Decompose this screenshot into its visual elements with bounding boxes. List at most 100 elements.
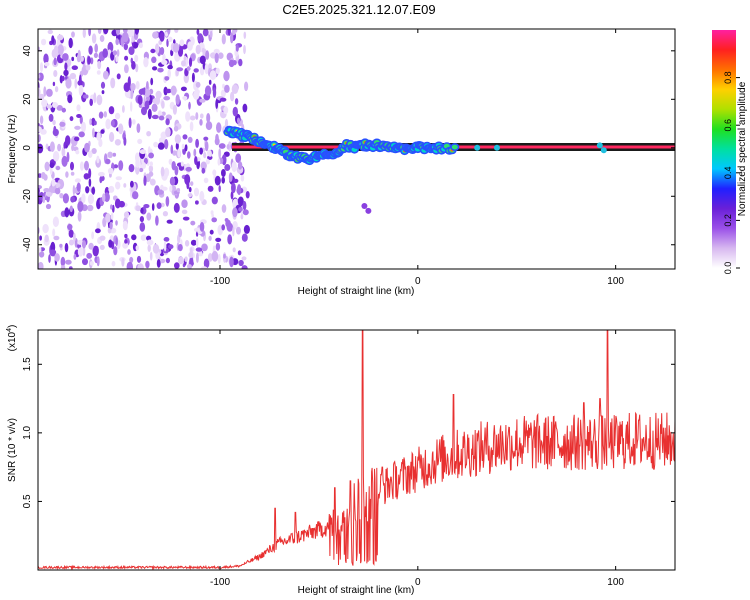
noise-blob (70, 171, 75, 176)
noise-blob (218, 143, 226, 149)
noise-blob (105, 118, 111, 130)
noise-blob (44, 234, 49, 243)
noise-blob (64, 207, 70, 218)
y-tick-label: 40 (22, 45, 33, 57)
noise-blob (173, 202, 180, 213)
noise-blob (127, 249, 131, 255)
noise-blob (172, 150, 177, 156)
colorbar: 0.0 0.2 0.4 0.6 0.8 Normalized spectral ampl… (712, 30, 748, 274)
noise-blob (38, 93, 45, 101)
noise-blob (49, 165, 53, 175)
noise-blob (199, 222, 205, 232)
noise-blob (184, 240, 190, 247)
noise-blob (157, 67, 164, 73)
noise-blob (241, 265, 248, 269)
noise-blob (61, 75, 65, 82)
noise-blob (184, 174, 191, 185)
noise-blob (180, 161, 184, 167)
noise-blob (137, 263, 144, 269)
noise-blob (123, 211, 130, 219)
noise-blob (199, 98, 206, 103)
noise-blob (105, 158, 111, 165)
noise-blob (232, 226, 235, 237)
spectrogram-y-ticks: 40 20 0 -20 -40 (22, 45, 675, 252)
noise-blob (116, 49, 120, 57)
noise-blob (167, 36, 173, 42)
noise-blob (217, 158, 221, 166)
noise-blob (221, 169, 226, 177)
noise-blob (186, 264, 192, 269)
noise-blob (84, 142, 90, 153)
noise-blob (99, 235, 106, 241)
noise-blob (113, 246, 118, 256)
noise-blob (61, 155, 68, 167)
noise-blob (150, 48, 156, 54)
noise-blob (243, 31, 247, 39)
noise-blob (240, 214, 244, 220)
noise-blob (169, 176, 176, 186)
noise-blob (193, 187, 200, 197)
noise-blob (232, 207, 238, 218)
noise-blob (60, 265, 66, 269)
noise-blob (163, 241, 167, 252)
noise-blob (77, 247, 84, 257)
noise-blob (50, 252, 56, 257)
noise-blob (200, 113, 204, 119)
y-tick-label: -20 (22, 189, 33, 204)
noise-blob (202, 29, 209, 37)
noise-blob (207, 149, 212, 157)
noise-blob (103, 192, 110, 203)
noise-blob (231, 161, 237, 173)
noise-blob (230, 32, 234, 44)
noise-blob (146, 81, 149, 91)
colorbar-tick-label: 0.2 (723, 214, 733, 227)
noise-blob (203, 136, 209, 141)
noise-blob (51, 178, 56, 187)
noise-blob (81, 240, 87, 249)
noise-blob (128, 164, 135, 173)
noise-blob (174, 134, 182, 144)
noise-blob (201, 243, 208, 252)
noise-blob (186, 66, 191, 71)
noise-blob (175, 94, 180, 105)
noise-blob (90, 57, 94, 65)
x-tick-label: 100 (607, 577, 624, 588)
noise-blob (114, 198, 121, 209)
noise-blob (214, 52, 219, 64)
noise-blob (108, 239, 113, 248)
noise-blob (39, 235, 42, 241)
noise-blob (62, 53, 69, 61)
noise-blob (173, 125, 179, 132)
noise-blob (148, 165, 154, 173)
noise-blob (57, 34, 64, 41)
noise-blob (157, 189, 164, 195)
noise-blob (224, 164, 231, 171)
noise-blob (46, 191, 53, 197)
noise-blob (164, 31, 169, 37)
y-tick-label: 1.5 (22, 357, 33, 371)
noise-blob (49, 141, 55, 152)
noise-blob (131, 234, 137, 241)
noise-blob (137, 95, 143, 105)
noise-blob (180, 86, 187, 92)
noise-blob (152, 98, 159, 104)
noise-blob (229, 256, 234, 268)
noise-blob (221, 224, 225, 231)
noise-blob (115, 112, 121, 120)
noise-blob (199, 55, 206, 65)
noise-blob (110, 204, 113, 210)
noise-blob (200, 161, 207, 170)
noise-blob (158, 115, 165, 121)
spectrogram-y-label: Frequency (Hz) (7, 115, 18, 184)
noise-blob (87, 204, 94, 212)
noise-blob (169, 185, 173, 193)
noise-blob (131, 35, 135, 43)
noise-blob (98, 171, 105, 177)
colorbar-gradient (712, 30, 736, 268)
noise-blob (237, 117, 240, 124)
noise-blob (48, 254, 51, 263)
noise-blob (88, 29, 91, 37)
colorbar-tick-label: 0.6 (723, 119, 733, 132)
noise-blob (54, 86, 59, 93)
noise-blob (195, 112, 199, 120)
